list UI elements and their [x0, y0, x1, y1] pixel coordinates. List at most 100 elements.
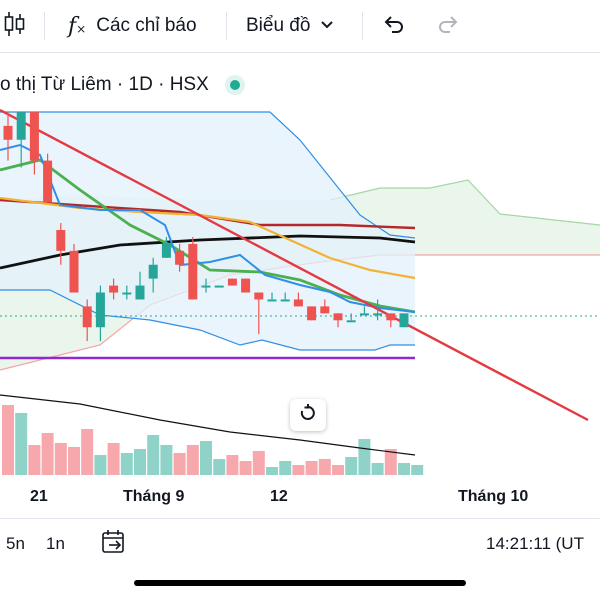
candle-body: [135, 285, 145, 300]
candle-body: [320, 306, 330, 314]
reset-chart-button[interactable]: [290, 399, 326, 431]
volume-bar: [239, 461, 252, 475]
candle: [280, 292, 290, 302]
trendline[interactable]: [0, 108, 589, 422]
candle-body: [359, 313, 369, 316]
candle-body: [333, 313, 343, 321]
volume-bar: [305, 461, 318, 475]
candle-body: [399, 313, 409, 328]
undo-button[interactable]: [382, 0, 406, 52]
indicators-label: Các chỉ báo: [96, 15, 197, 36]
candle-body: [346, 320, 356, 323]
ichimoku-span-green: [329, 179, 600, 226]
volume-bar: [252, 451, 265, 475]
candle: [333, 313, 343, 328]
redo-button[interactable]: [436, 0, 460, 52]
candle-body: [109, 285, 119, 293]
candle: [373, 299, 383, 321]
candle-body: [148, 264, 158, 279]
candle-body: [82, 306, 92, 328]
volume-bar: [134, 449, 146, 475]
candle: [148, 257, 158, 293]
redo-icon: [436, 14, 460, 39]
volume-bar: [160, 445, 173, 475]
candle-body: [188, 243, 198, 300]
candle: [201, 278, 211, 293]
chevron-down-icon: [320, 17, 334, 35]
bottom-toolbar: 5n 1n 14:21:11 (UT: [0, 518, 600, 569]
range-1n-button[interactable]: 1n: [46, 534, 65, 553]
candle: [267, 292, 277, 302]
volume-bar: [332, 465, 344, 475]
volume-bar: [28, 445, 41, 475]
ma-darkred-line: [0, 198, 416, 230]
volume-bar: [15, 413, 28, 475]
candles-button[interactable]: [4, 0, 26, 52]
volume-bar: [398, 463, 410, 475]
volume-bar: [279, 461, 292, 475]
candle: [359, 306, 369, 316]
volume-bar: [371, 463, 384, 475]
candle-body: [280, 299, 290, 302]
indicators-button[interactable]: f× Các chỉ báo: [68, 0, 197, 52]
candle: [386, 313, 396, 328]
undo-icon: [382, 14, 406, 39]
candle-body: [56, 230, 66, 251]
candle: [175, 243, 185, 272]
candle-body: [69, 250, 79, 293]
candle: [16, 112, 26, 168]
candle-body: [386, 313, 396, 321]
candle-body: [254, 292, 264, 300]
candle: [214, 285, 224, 288]
candle: [254, 292, 264, 335]
volume-bar: [41, 433, 54, 475]
bollinger-upper: [0, 111, 416, 239]
range-5n-button[interactable]: 5n: [6, 534, 25, 553]
volume-bar: [226, 455, 239, 475]
candle: [29, 112, 39, 175]
price-chart[interactable]: [0, 100, 600, 485]
toolbar-divider: [226, 12, 227, 40]
candle: [161, 236, 171, 258]
candle-body: [267, 299, 277, 302]
x-axis-label: Tháng 9: [123, 488, 185, 505]
volume-bar: [94, 455, 107, 475]
candle-body: [95, 292, 105, 328]
x-axis-label: 12: [270, 488, 288, 505]
candle: [399, 313, 409, 328]
candle-body: [43, 160, 53, 203]
calendar-arrow-icon: [100, 528, 128, 561]
candle: [43, 153, 53, 203]
candle-body: [293, 299, 303, 307]
candle: [227, 278, 237, 286]
volume-bar: [120, 453, 133, 475]
candle: [320, 299, 330, 314]
volume-bar: [68, 447, 80, 475]
volume-bar: [384, 449, 397, 475]
volume-bars: [2, 405, 424, 475]
go-to-date-button[interactable]: [100, 519, 128, 569]
symbol-legend[interactable]: o thị Từ Liêm · 1D · HSX: [0, 70, 245, 100]
candle-body: [227, 278, 237, 286]
candle-body: [29, 112, 39, 161]
candle-body: [161, 243, 171, 258]
toolbar-divider: [44, 12, 45, 40]
chart-type-dropdown[interactable]: Biểu đồ: [246, 0, 334, 52]
time-display[interactable]: 14:21:11 (UT: [486, 534, 584, 553]
candle: [82, 299, 92, 342]
top-toolbar: f× Các chỉ báo Biểu đồ: [0, 0, 600, 53]
reset-icon: [299, 403, 317, 427]
candle: [241, 278, 251, 293]
volume-bar: [200, 441, 212, 475]
volume-ma-line: [0, 394, 416, 456]
volume-bar: [318, 459, 331, 475]
candle-body: [373, 313, 383, 316]
volume-bar: [358, 439, 371, 475]
volume-bar: [81, 429, 94, 475]
candle-body: [241, 278, 251, 293]
home-indicator: [134, 580, 466, 586]
toolbar-divider: [362, 12, 363, 40]
volume-bar: [173, 453, 186, 475]
volume-bar: [147, 435, 160, 475]
chart-type-label: Biểu đồ: [246, 15, 311, 36]
